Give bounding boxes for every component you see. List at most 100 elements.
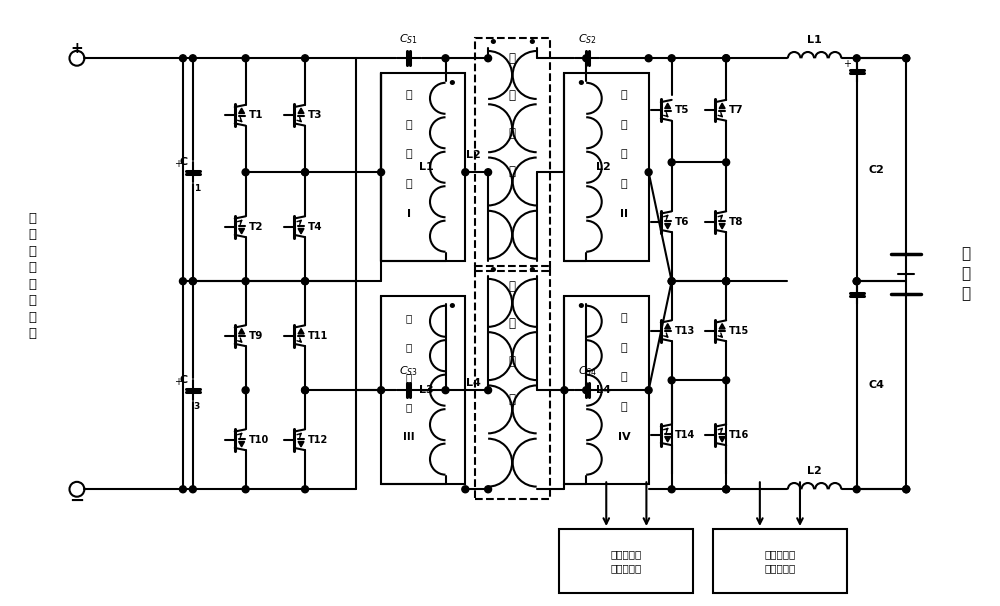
Circle shape [668,278,675,285]
Circle shape [723,55,730,62]
Text: C2: C2 [869,165,884,175]
Polygon shape [665,224,671,229]
Text: $C_{S4}$: $C_{S4}$ [578,364,597,378]
Text: 络: 络 [621,402,627,412]
Circle shape [723,486,730,493]
Polygon shape [665,324,671,329]
Circle shape [242,168,249,176]
Text: L2: L2 [466,150,481,160]
Circle shape [485,387,492,394]
Circle shape [668,278,675,285]
Circle shape [189,55,196,62]
Circle shape [853,55,860,62]
Bar [564,73,649,261]
Text: L2: L2 [807,467,822,476]
Text: $C_{S1}$: $C_{S1}$ [399,33,418,47]
Circle shape [903,486,910,493]
Circle shape [903,486,910,493]
Text: 网: 网 [621,372,627,382]
Text: 距: 距 [509,355,516,368]
Text: 偿: 偿 [406,342,412,353]
Polygon shape [239,228,245,234]
Polygon shape [298,108,304,113]
Circle shape [302,387,309,394]
Text: 充: 充 [509,279,516,293]
Circle shape [179,55,186,62]
Polygon shape [719,224,725,229]
Text: T11: T11 [308,331,328,341]
Circle shape [903,55,910,62]
Circle shape [302,387,309,394]
Text: T12: T12 [308,435,328,445]
Circle shape [485,55,492,62]
Text: $C_{S3}$: $C_{S3}$ [399,364,418,378]
Polygon shape [239,442,245,447]
Circle shape [853,278,860,285]
Text: T15: T15 [729,326,749,336]
Text: 第二同步整
流检测电路: 第二同步整 流检测电路 [611,550,642,573]
Circle shape [723,377,730,384]
Bar [475,38,550,271]
Text: T10: T10 [249,435,269,445]
Polygon shape [665,103,671,108]
Circle shape [189,278,196,285]
Polygon shape [298,442,304,447]
Circle shape [668,55,675,62]
Polygon shape [719,436,725,442]
Text: T7: T7 [729,105,744,115]
Text: T5: T5 [675,105,689,115]
Circle shape [378,168,385,176]
Circle shape [302,278,309,285]
Text: 络: 络 [406,402,412,412]
Circle shape [723,278,730,285]
Text: 离: 离 [509,165,516,178]
Text: II: II [620,209,628,219]
Text: T2: T2 [249,222,263,231]
Circle shape [723,159,730,166]
Circle shape [302,486,309,493]
Bar [381,73,465,261]
Text: 补: 补 [406,313,412,323]
Circle shape [242,278,249,285]
Circle shape [302,55,309,62]
Text: 1: 1 [194,184,200,193]
Circle shape [179,486,186,493]
Polygon shape [239,108,245,113]
Text: 络: 络 [406,179,412,189]
Circle shape [853,278,860,285]
Circle shape [189,486,196,493]
Text: 充: 充 [509,52,516,65]
Text: III: III [403,431,415,442]
Text: •: • [488,262,498,281]
Circle shape [723,55,730,62]
Polygon shape [719,103,725,108]
Text: −: − [69,492,84,510]
Text: L4: L4 [466,378,481,388]
Circle shape [903,55,910,62]
Polygon shape [719,324,725,329]
Circle shape [462,168,469,176]
Text: 网: 网 [406,372,412,382]
Circle shape [645,387,652,394]
Text: 补: 补 [406,90,412,100]
Circle shape [723,278,730,285]
Circle shape [561,387,568,394]
Circle shape [645,55,652,62]
Text: +: + [71,41,83,56]
Circle shape [189,278,196,285]
Text: T9: T9 [249,331,263,341]
Text: T1: T1 [249,110,263,120]
Polygon shape [298,228,304,234]
Text: 网: 网 [621,149,627,159]
Text: 偿: 偿 [621,119,627,130]
Text: 电: 电 [509,318,516,330]
Text: 网: 网 [406,149,412,159]
Text: 距: 距 [509,127,516,140]
Text: •: • [488,35,498,52]
Text: L3: L3 [419,385,434,395]
Circle shape [302,168,309,176]
Text: L4: L4 [596,385,611,395]
Text: •: • [446,75,457,93]
Text: T8: T8 [729,217,744,227]
Circle shape [723,278,730,285]
